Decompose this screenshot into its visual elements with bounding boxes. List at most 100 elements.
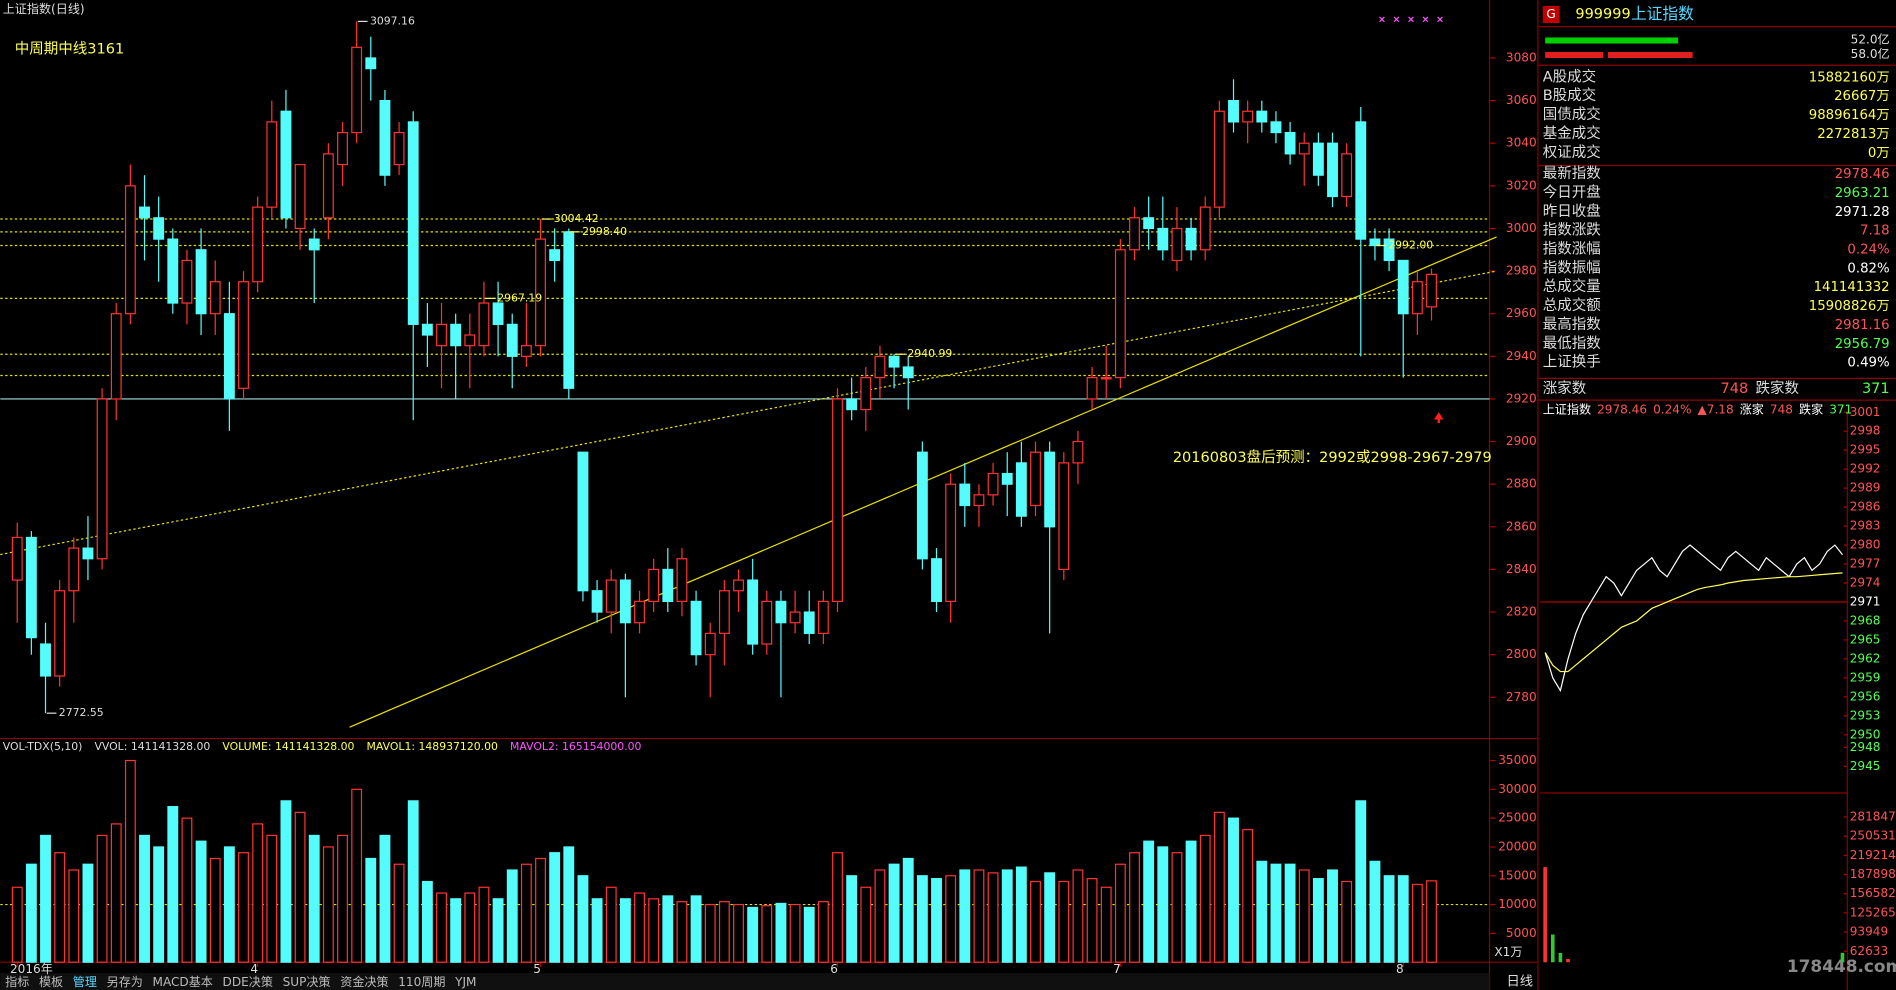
row-label: 跌家数 bbox=[1755, 380, 1799, 397]
volume-bar bbox=[591, 898, 603, 963]
volume-bar bbox=[619, 898, 631, 963]
x-tick-label: 5 bbox=[533, 962, 541, 976]
tab[interactable]: 另存为 bbox=[107, 975, 143, 989]
volume-bar bbox=[634, 892, 645, 963]
candle-body bbox=[619, 579, 631, 624]
volume-bar bbox=[1001, 869, 1013, 963]
y-tick-label: 2920 bbox=[1506, 391, 1537, 405]
candle-body bbox=[973, 494, 985, 507]
candle-body bbox=[421, 323, 433, 336]
y-tick-label: 2959 bbox=[1850, 670, 1881, 684]
volume-bar bbox=[1369, 860, 1381, 963]
tab-bar bbox=[0, 973, 1490, 990]
y-tick-label: 3020 bbox=[1506, 178, 1537, 192]
y-tick-label: 2989 bbox=[1850, 481, 1881, 495]
tab[interactable]: 指标 bbox=[5, 974, 29, 989]
candle-body bbox=[1228, 99, 1239, 123]
note: 中周期中线3161 bbox=[15, 41, 124, 58]
volume-bar bbox=[1058, 880, 1070, 963]
y-tick-label: 2860 bbox=[1506, 519, 1537, 533]
volume-bar bbox=[846, 875, 858, 963]
period-label: 日线 bbox=[1506, 974, 1533, 990]
candle-body bbox=[634, 600, 645, 624]
candle-body bbox=[987, 472, 999, 496]
candle-body bbox=[506, 323, 518, 357]
row-value: 26667万 bbox=[1834, 89, 1890, 104]
arrow-icon bbox=[1433, 412, 1444, 420]
volume-bar bbox=[124, 759, 136, 963]
volume-bar bbox=[110, 823, 122, 963]
candle-body bbox=[1298, 142, 1310, 155]
y-tick-label: 2900 bbox=[1506, 434, 1537, 448]
tab[interactable]: 管理 bbox=[73, 974, 97, 989]
candle-body bbox=[181, 259, 193, 304]
tab[interactable]: 模板 bbox=[39, 975, 63, 989]
volume-bar bbox=[959, 869, 971, 963]
tab[interactable]: DDE决策 bbox=[223, 975, 273, 989]
tab[interactable]: 资金决策 bbox=[340, 974, 388, 989]
y-tick-label: 2956 bbox=[1850, 689, 1881, 703]
intraday-header: 跌家 bbox=[1799, 401, 1823, 416]
y-tick-label: 2880 bbox=[1506, 477, 1537, 491]
y-tick-label: 2962 bbox=[1850, 651, 1881, 665]
volume-bar bbox=[1341, 880, 1353, 963]
y-tick-label: 2977 bbox=[1850, 557, 1881, 571]
intraday-line bbox=[1544, 572, 1843, 673]
volume-bar bbox=[1129, 852, 1140, 963]
candle-body bbox=[916, 451, 928, 560]
volume-bar bbox=[54, 852, 66, 963]
intraday-header: 2978.46 bbox=[1597, 402, 1647, 416]
volume-bar bbox=[1355, 800, 1367, 963]
candle-body bbox=[252, 206, 264, 283]
volume-bar bbox=[733, 903, 744, 963]
candle-body bbox=[238, 281, 249, 389]
candle-body bbox=[1383, 238, 1395, 262]
candle-body bbox=[365, 57, 377, 70]
candle-body bbox=[1355, 121, 1367, 240]
row-value: 748 bbox=[1721, 381, 1749, 397]
candle-body bbox=[1157, 227, 1169, 251]
tab[interactable]: MACD基本 bbox=[153, 975, 213, 989]
y-tick-label: 20000 bbox=[1498, 839, 1536, 853]
volume-bar bbox=[931, 878, 942, 963]
row-label: 最低指数 bbox=[1543, 335, 1601, 352]
y-tick-label: 2840 bbox=[1506, 562, 1537, 576]
volume-bar bbox=[1383, 875, 1395, 963]
volume-bar bbox=[280, 800, 292, 963]
candle-body bbox=[520, 345, 532, 357]
y-tick-label: 2980 bbox=[1850, 538, 1881, 552]
candle-body bbox=[563, 231, 575, 389]
tab[interactable]: YJM bbox=[454, 975, 476, 989]
trend-line bbox=[0, 270, 1497, 556]
candle-body bbox=[1185, 227, 1197, 251]
volume-bar bbox=[775, 902, 787, 963]
row-label: 基金成交 bbox=[1543, 124, 1601, 142]
candle-body bbox=[817, 600, 829, 634]
candle-body bbox=[789, 611, 801, 624]
annotation: 2772.55 bbox=[59, 706, 104, 719]
y-tick-label: 2980 bbox=[1506, 264, 1537, 278]
volume-bar bbox=[153, 846, 165, 963]
candle-body bbox=[82, 547, 94, 560]
volume-bar bbox=[803, 906, 815, 963]
volume-bar bbox=[436, 892, 447, 963]
y-tick-label: 25000 bbox=[1498, 811, 1536, 825]
y-tick-label: 10000 bbox=[1498, 897, 1536, 911]
candle-body bbox=[40, 643, 51, 677]
y-tick-label: 281847 bbox=[1850, 809, 1896, 823]
tab[interactable]: SUP决策 bbox=[283, 975, 331, 989]
y-tick-label: 2948 bbox=[1850, 740, 1881, 754]
volume-bar bbox=[1566, 959, 1570, 963]
chart-title: 上证指数(日线) bbox=[3, 1, 85, 16]
candle-body bbox=[1327, 142, 1338, 198]
volume-bar bbox=[789, 903, 801, 963]
volume-bar bbox=[1114, 863, 1126, 963]
candle-body bbox=[718, 590, 730, 634]
tab[interactable]: 110周期 bbox=[398, 975, 445, 989]
y-tick-label: 156582 bbox=[1850, 886, 1896, 900]
y-tick-label: 3080 bbox=[1506, 50, 1537, 64]
bar-value: 58.0亿 bbox=[1851, 46, 1890, 61]
watermark: 178448.com bbox=[1787, 956, 1896, 976]
row-label: 指数振幅 bbox=[1543, 259, 1601, 276]
